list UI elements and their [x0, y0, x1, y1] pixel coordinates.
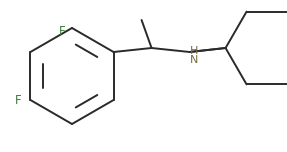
Text: F: F	[58, 25, 65, 38]
Text: F: F	[15, 95, 22, 107]
Text: H
N: H N	[189, 46, 198, 65]
